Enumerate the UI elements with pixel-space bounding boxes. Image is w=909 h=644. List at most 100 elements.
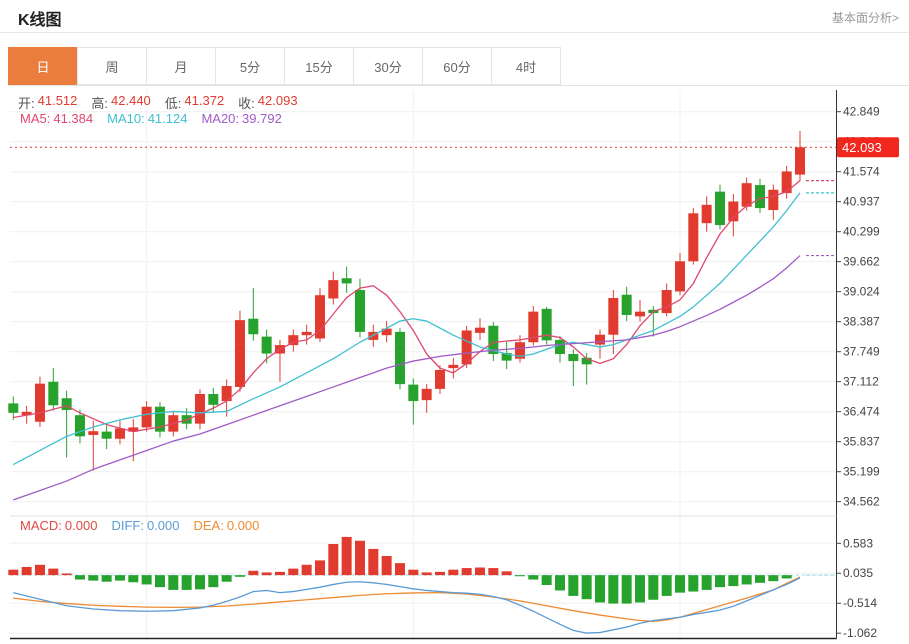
macd-bar xyxy=(234,575,245,577)
macd-bar xyxy=(621,575,632,604)
macd-bar xyxy=(354,540,365,576)
candle-body xyxy=(461,330,472,365)
candle-body xyxy=(568,354,579,362)
candle-body xyxy=(261,336,272,354)
macd-bar xyxy=(221,575,232,582)
macd-bar xyxy=(741,575,752,585)
ma20-label: MA20: xyxy=(201,111,240,126)
dea-pair: DEA: 0.000 xyxy=(193,518,259,533)
low-pair: 低: 41.372 xyxy=(165,93,224,112)
fundamental-analysis-link[interactable]: 基本面分析> xyxy=(831,11,899,25)
macd-bar xyxy=(261,572,272,576)
axis-tick-label: 38.387 xyxy=(843,315,880,329)
macd-bar xyxy=(688,575,699,592)
candle-body xyxy=(248,318,259,335)
current-price-tag-text: 42.093 xyxy=(842,140,882,155)
candle-body xyxy=(714,191,725,226)
axis-tick-label: 0.035 xyxy=(843,566,873,580)
macd-label: MACD: xyxy=(20,518,62,533)
candle-body xyxy=(514,342,525,359)
ohlc-info-row: 开: 41.512 高: 42.440 低: 41.372 收: 42.093 xyxy=(18,93,312,112)
candle-body xyxy=(554,339,565,355)
candle-body xyxy=(128,427,139,432)
macd-bar xyxy=(528,575,539,580)
close-value: 42.093 xyxy=(257,93,298,108)
candle-body xyxy=(221,386,232,402)
candle-body xyxy=(341,278,352,284)
candle-body xyxy=(74,415,85,437)
ma10-label: MA10: xyxy=(107,111,145,126)
macd-bar xyxy=(728,575,739,587)
macd-bar xyxy=(21,566,32,576)
candle-body xyxy=(528,311,539,343)
candle-body xyxy=(741,183,752,207)
macd-bar xyxy=(648,575,659,600)
candles xyxy=(8,130,805,471)
candle-body xyxy=(141,406,152,428)
diff-value: 0.000 xyxy=(146,518,180,533)
candle-body xyxy=(114,428,125,439)
macd-bar xyxy=(474,567,485,576)
macd-bar xyxy=(74,575,85,580)
candle-body xyxy=(594,334,605,345)
tab-day[interactable]: 日 xyxy=(8,47,78,85)
tab-week[interactable]: 周 xyxy=(77,47,147,85)
axis-tick-label: 36.474 xyxy=(843,405,880,419)
low-label: 低: xyxy=(164,96,182,111)
macd-bar xyxy=(461,568,472,576)
macd-bar xyxy=(568,575,579,596)
axis-tick-label: 0.583 xyxy=(843,536,873,550)
axis-tick-label: 34.562 xyxy=(843,495,880,509)
period-tab-bar: 日周月 5分 15分 30分 60分 4时 xyxy=(8,47,909,86)
open-value: 41.512 xyxy=(37,93,78,108)
candle-body xyxy=(701,204,712,224)
macd-bar xyxy=(88,575,99,581)
tab-15min[interactable]: 15分 xyxy=(284,47,354,85)
macd-bar xyxy=(48,568,59,576)
macd-bar xyxy=(128,575,139,583)
macd-bar xyxy=(301,564,312,576)
macd-bar xyxy=(114,575,125,581)
candle-body xyxy=(488,325,499,355)
ma5-pair: MA5: 41.384 xyxy=(20,111,93,126)
macd-bar xyxy=(141,575,152,585)
candle-body xyxy=(661,290,672,314)
tab-30min[interactable]: 30分 xyxy=(353,47,423,85)
candle-body xyxy=(21,411,32,416)
dea-value: 0.000 xyxy=(226,518,260,533)
macd-bar xyxy=(674,575,685,593)
macd-bar xyxy=(341,536,352,576)
macd-bar xyxy=(714,575,725,588)
axis-tick-label: 39.662 xyxy=(843,255,880,269)
candle-body xyxy=(234,320,245,387)
candle-body xyxy=(728,201,739,222)
macd-bar xyxy=(248,570,259,576)
tab-5min[interactable]: 5分 xyxy=(215,47,285,85)
candle-body xyxy=(754,185,765,209)
axis-tick-label: 35.837 xyxy=(843,435,880,449)
low-value: 41.372 xyxy=(184,93,225,108)
macd-bar xyxy=(194,575,205,590)
candle-body xyxy=(674,261,685,292)
candle-body xyxy=(621,294,632,315)
diff-line xyxy=(13,577,801,634)
macd-bar xyxy=(368,548,379,576)
candle-body xyxy=(328,280,339,299)
macd-bar xyxy=(274,571,285,576)
axis-tick-label: 39.024 xyxy=(843,285,880,299)
candle-body xyxy=(474,327,485,333)
candle-body xyxy=(154,406,165,432)
tab-month[interactable]: 月 xyxy=(146,47,216,85)
macd-bar xyxy=(381,556,392,576)
tab-60min[interactable]: 60分 xyxy=(422,47,492,85)
dea-label: DEA: xyxy=(193,518,224,533)
axis-tick-label: 40.937 xyxy=(843,195,880,209)
candle-body xyxy=(448,364,459,369)
macd-bar xyxy=(554,575,565,591)
macd-bar xyxy=(754,575,765,583)
tab-4hour[interactable]: 4时 xyxy=(491,47,561,85)
macd-bar xyxy=(634,575,645,603)
page-title: K线图 xyxy=(18,12,62,29)
macd-bar xyxy=(34,564,45,576)
macd-bar xyxy=(394,563,405,576)
